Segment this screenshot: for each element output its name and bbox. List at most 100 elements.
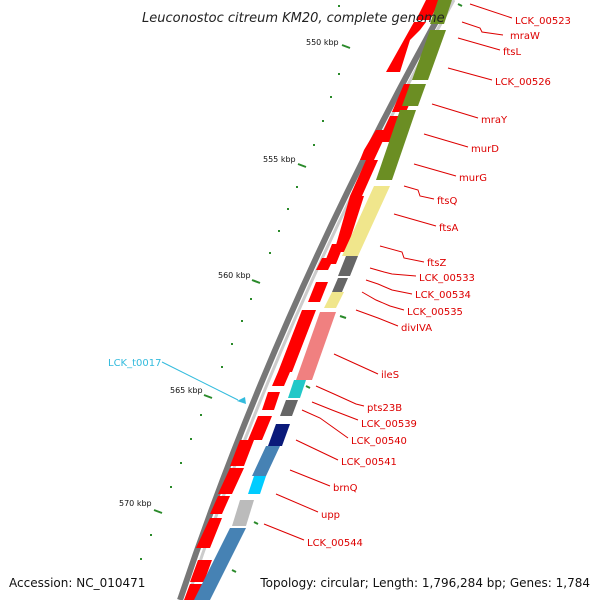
- gene-label-upp: upp: [321, 510, 340, 521]
- major-tick: [297, 163, 307, 168]
- function-block: [252, 446, 280, 476]
- leader-ftsQ: [403, 185, 435, 200]
- function-block: [376, 110, 416, 180]
- cds-arrow: [248, 416, 272, 440]
- scale-dot: [313, 144, 315, 146]
- cds-arrow: [316, 258, 334, 270]
- scale-dot: [322, 120, 324, 122]
- tick-label-570: 570 kbp: [119, 499, 152, 508]
- leader-LCK_00533: [369, 267, 417, 277]
- function-block: [402, 84, 426, 106]
- scale-dot: [296, 186, 298, 188]
- leader-LCK_00544: [263, 523, 305, 541]
- scale-dot: [338, 5, 340, 7]
- gene-label-divIVA: divIVA: [401, 323, 432, 334]
- scale-dot: [330, 96, 332, 98]
- gene-label-LCK_00540: LCK_00540: [351, 436, 407, 447]
- leader-LCK_00534: [365, 279, 413, 295]
- leader-murD: [423, 133, 469, 148]
- backbone-outer: [177, 0, 451, 600]
- scale-dot: [140, 558, 142, 560]
- scale-dot: [180, 462, 182, 464]
- leader-ftsL: [457, 37, 501, 51]
- scale-dot: [231, 343, 233, 345]
- trna-label: LCK_t0017: [108, 358, 161, 369]
- gene-label-ftsA: ftsA: [439, 223, 458, 234]
- function-block: [296, 312, 336, 380]
- leader-LCK_00540: [301, 409, 349, 439]
- cds-arrow: [272, 372, 290, 386]
- scale-dot: [287, 208, 289, 210]
- cds-arrow: [262, 392, 280, 410]
- gene-label-LCK_00541: LCK_00541: [341, 457, 397, 468]
- leader-mraW: [461, 21, 504, 36]
- tick-labels: 550 kbp 555 kbp 560 kbp 565 kbp 570 kbp: [119, 38, 339, 508]
- cds-arrow: [196, 518, 222, 548]
- gene-label-LCK_00523: LCK_00523: [515, 16, 571, 27]
- function-block: [280, 400, 298, 416]
- major-tick: [153, 509, 163, 514]
- gene-leaders: [263, 3, 513, 541]
- inner-tick: [231, 569, 237, 573]
- leader-LCK_00526: [447, 67, 493, 81]
- tick-label-550: 550 kbp: [306, 38, 339, 47]
- function-block: [248, 476, 266, 494]
- gene-labels: LCK_00523 mraW ftsL LCK_00526 mraY murD …: [307, 16, 571, 549]
- gene-label-ftsZ: ftsZ: [427, 258, 446, 269]
- gene-label-pts23B: pts23B: [367, 403, 402, 414]
- inner-tick: [305, 385, 311, 389]
- inner-ticks: [231, 3, 463, 573]
- gene-label-ftsQ: ftsQ: [437, 196, 457, 207]
- function-block: [288, 380, 306, 398]
- leader-ileS: [333, 353, 379, 375]
- scale-dot: [269, 252, 271, 254]
- gene-label-LCK_00539: LCK_00539: [361, 419, 417, 430]
- leader-LCK_00539: [311, 401, 359, 421]
- major-tick: [341, 44, 351, 49]
- cds-arrow: [190, 560, 212, 582]
- gene-label-brnQ: brnQ: [333, 483, 358, 494]
- tick-label-560: 560 kbp: [218, 271, 251, 280]
- accession-text: Accession: NC_010471: [9, 576, 146, 590]
- gene-label-LCK_00534: LCK_00534: [415, 290, 471, 301]
- cds-arrow: [360, 130, 388, 160]
- function-block: [268, 424, 290, 446]
- scale-dot: [200, 414, 202, 416]
- map-title: Leuconostoc citreum KM20, complete genom…: [142, 11, 445, 26]
- leader-LCK_00523: [469, 3, 513, 19]
- inner-tick: [253, 521, 259, 525]
- leader-divIVA: [355, 309, 399, 327]
- gene-label-mraY: mraY: [481, 115, 508, 126]
- cds-arrow: [308, 282, 328, 302]
- trna-leader: [161, 361, 239, 401]
- scale-dot: [278, 230, 280, 232]
- cds-arrow: [210, 496, 230, 514]
- gene-label-LCK_00526: LCK_00526: [495, 77, 551, 88]
- major-ticks: [153, 44, 351, 514]
- leader-murG: [413, 163, 457, 177]
- function-block: [232, 500, 254, 526]
- leader-LCK_00541: [295, 439, 339, 461]
- gene-label-ileS: ileS: [381, 370, 399, 381]
- leader-upp: [275, 493, 319, 513]
- gene-label-mraW: mraW: [510, 31, 540, 42]
- function-block: [338, 256, 358, 276]
- scale-dot: [241, 320, 243, 322]
- cds-arrow: [218, 468, 244, 494]
- leader-brnQ: [289, 469, 331, 487]
- tick-label-565: 565 kbp: [170, 386, 203, 395]
- cds-arrow: [416, 0, 440, 20]
- gene-label-ftsL: ftsL: [503, 47, 521, 58]
- tick-label-555: 555 kbp: [263, 155, 296, 164]
- trna-marker: [237, 397, 246, 404]
- function-block: [324, 292, 344, 308]
- cds-arrow: [350, 160, 378, 196]
- scale-dot: [338, 73, 340, 75]
- scale-dot: [221, 366, 223, 368]
- inner-tick: [339, 315, 347, 319]
- function-block: [430, 0, 452, 24]
- function-block: [332, 278, 348, 292]
- cds-arrow: [334, 196, 364, 252]
- gene-label-murD: murD: [471, 144, 499, 155]
- cds-arrow: [386, 22, 426, 72]
